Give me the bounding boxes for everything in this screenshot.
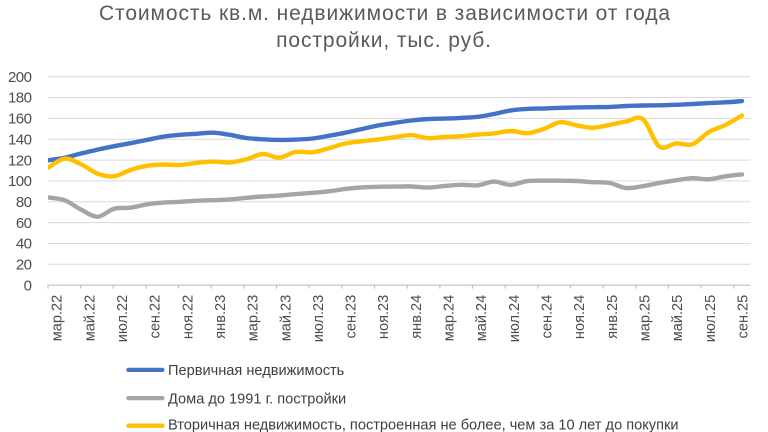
svg-text:мар.22: мар.22 — [50, 295, 66, 342]
svg-text:120: 120 — [8, 152, 32, 169]
svg-text:Первичная недвижимость: Первичная недвижимость — [168, 363, 344, 379]
svg-text:Дома до 1991 г. постройки: Дома до 1991 г. постройки — [168, 391, 346, 407]
svg-text:сен.22: сен.22 — [148, 295, 164, 339]
svg-text:100: 100 — [8, 173, 32, 190]
svg-text:0: 0 — [24, 277, 32, 294]
svg-text:80: 80 — [16, 194, 32, 211]
svg-text:постройки, тыс. руб.: постройки, тыс. руб. — [276, 29, 492, 52]
svg-text:ноя.23: ноя.23 — [376, 295, 392, 339]
svg-text:май.23: май.23 — [278, 295, 294, 342]
svg-text:июл.22: июл.22 — [115, 295, 131, 343]
svg-text:май.24: май.24 — [474, 295, 490, 342]
svg-text:янв.23: янв.23 — [213, 295, 229, 339]
svg-text:май.22: май.22 — [82, 295, 98, 342]
svg-text:мар.25: мар.25 — [638, 295, 654, 342]
svg-text:20: 20 — [16, 257, 32, 274]
svg-text:май.25: май.25 — [670, 295, 686, 342]
svg-text:180: 180 — [8, 90, 32, 107]
svg-text:июл.25: июл.25 — [703, 295, 719, 343]
svg-text:янв.24: янв.24 — [409, 295, 425, 339]
svg-text:140: 140 — [8, 131, 32, 148]
svg-text:ноя.24: ноя.24 — [572, 295, 588, 339]
svg-text:Вторичная недвижимость, постро: Вторичная недвижимость, построенная не б… — [168, 418, 679, 432]
svg-text:июл.23: июл.23 — [311, 295, 327, 343]
svg-text:Стоимость кв.м. недвижимости в: Стоимость кв.м. недвижимости в зависимос… — [99, 2, 671, 25]
svg-text:янв.25: янв.25 — [605, 295, 621, 339]
svg-text:160: 160 — [8, 111, 32, 128]
svg-text:40: 40 — [16, 236, 32, 253]
svg-text:ноя.22: ноя.22 — [180, 295, 196, 339]
svg-text:200: 200 — [8, 69, 32, 86]
svg-text:июл.24: июл.24 — [507, 295, 523, 343]
svg-text:сен.25: сен.25 — [736, 295, 752, 339]
svg-text:мар.24: мар.24 — [442, 295, 458, 342]
svg-text:сен.24: сен.24 — [540, 295, 556, 339]
svg-text:60: 60 — [16, 215, 32, 232]
svg-text:сен.23: сен.23 — [344, 295, 360, 339]
svg-text:мар.23: мар.23 — [246, 295, 262, 342]
